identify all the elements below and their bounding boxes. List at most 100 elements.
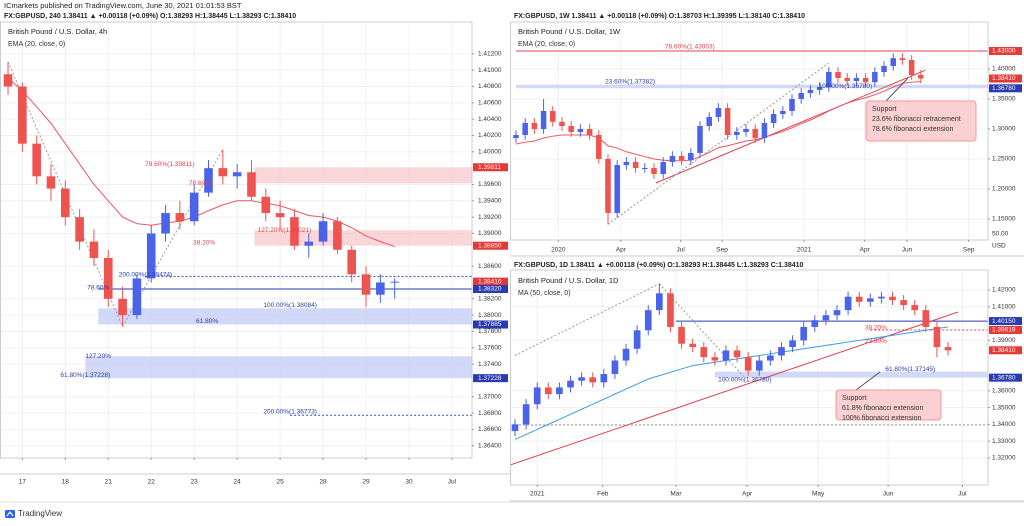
candle-body — [605, 158, 611, 213]
candle-body — [578, 377, 585, 381]
candle-body — [944, 347, 952, 351]
callout-text: Support — [842, 395, 867, 402]
y-tick-label: 1.38000 — [478, 312, 502, 319]
indicator-line — [7, 77, 395, 248]
candle-body — [669, 155, 676, 162]
candle-body — [3, 74, 13, 87]
candle-body — [577, 128, 584, 132]
y-tick-label: 1.39200 — [478, 214, 502, 221]
callout-text: 100% fibonacci extension — [842, 415, 921, 422]
candle-body — [132, 278, 142, 316]
chart-title: British Pound / U.S. Dollar, 4h — [8, 27, 107, 36]
candle-body — [878, 296, 885, 299]
candle-body — [204, 168, 213, 193]
y-tick-label: 1.36800 — [478, 410, 502, 417]
candle-body — [61, 188, 70, 218]
candle-body — [633, 330, 641, 349]
candle-body — [835, 71, 841, 78]
candle-body — [667, 293, 674, 327]
price-label: 1.38320 — [478, 286, 502, 293]
candle-body — [770, 113, 777, 123]
candle-body — [767, 355, 774, 361]
y-tick-label: 1.42000 — [992, 287, 1016, 294]
indicator-line — [515, 81, 921, 162]
candle-body — [844, 296, 852, 311]
chart-title: British Pound / U.S. Dollar, 1W — [518, 27, 621, 36]
candle-body — [798, 92, 804, 99]
price-label: 1.38410 — [478, 278, 502, 285]
y-tick-label: 1.25000 — [992, 156, 1016, 163]
x-tick-label: Sep — [963, 247, 975, 254]
candle-body — [614, 164, 620, 213]
fib-label: 78.60% — [189, 180, 211, 187]
candle-body — [118, 298, 127, 316]
price-label: 1.43000 — [992, 48, 1016, 55]
candle-body — [559, 121, 565, 126]
y-tick-label: 1.39000 — [992, 337, 1016, 344]
y-tick-label: 1.39000 — [478, 230, 502, 237]
candle-body — [922, 310, 930, 327]
price-label: 1.39619 — [992, 327, 1016, 334]
candle-body — [361, 274, 371, 295]
price-label: 1.39811 — [478, 164, 501, 171]
brand[interactable]: TradingView — [18, 509, 62, 518]
candle-body — [623, 161, 630, 165]
price-label-bg — [989, 46, 1022, 55]
candle-body — [700, 347, 708, 358]
trendline — [655, 69, 926, 184]
callout-box — [835, 389, 942, 421]
x-tick-label: 24 — [234, 479, 242, 486]
x-tick-label: 18 — [62, 479, 70, 486]
x-tick-label: 21 — [105, 479, 113, 486]
candle-body — [261, 196, 271, 214]
candle-body — [872, 71, 878, 83]
candle-body — [660, 161, 666, 174]
zone — [515, 84, 988, 89]
y-tick-label: 1.36000 — [992, 387, 1016, 394]
candle-body — [722, 350, 730, 361]
price-label-bg — [473, 284, 508, 293]
trendline — [510, 311, 959, 466]
y-tick-label: 1.33000 — [992, 438, 1016, 445]
x-tick-label: Jul — [677, 247, 686, 254]
zone — [98, 308, 472, 325]
candle-body — [800, 326, 808, 341]
x-tick-label: 23 — [191, 479, 199, 486]
x-tick-label: 30 — [405, 479, 413, 486]
candle-body — [689, 343, 696, 348]
fib-label: 200.00%(1.38474) — [119, 271, 173, 278]
candle-body — [533, 387, 541, 405]
candle-body — [816, 86, 823, 90]
published-line: ICmarkets published on TradingView.com, … — [4, 1, 242, 10]
candle-body — [644, 310, 652, 331]
y-tick-label: 1.39400 — [478, 198, 502, 205]
candle-body — [600, 373, 608, 383]
candle-body — [752, 128, 758, 138]
price-label-bg — [473, 241, 508, 250]
panel-border — [510, 21, 989, 241]
candle-body — [586, 128, 593, 135]
logo — [5, 510, 15, 518]
candle-body — [89, 241, 99, 258]
candle-body — [697, 125, 703, 153]
price-label: 1.38850 — [478, 242, 502, 249]
fib-label: 61.80%(1.37145) — [885, 366, 935, 373]
y-tick-label: 1.37400 — [478, 361, 502, 368]
fib-label: 78.60%(1.43003) — [665, 44, 715, 51]
price-label: 1.40150 — [992, 318, 1016, 325]
candle-body — [46, 176, 56, 189]
y-tick-label: 1.35000 — [992, 404, 1016, 411]
candle-body — [744, 357, 752, 371]
y-tick-label: 1.38600 — [478, 263, 502, 270]
candle-body — [688, 152, 694, 161]
candle-body — [755, 360, 763, 371]
candle-body — [347, 249, 357, 275]
candle-body — [711, 357, 719, 361]
y-tick-label: 1.40800 — [478, 83, 502, 90]
candle-body — [540, 110, 547, 129]
y-tick-label: 1.36600 — [478, 426, 502, 433]
plot: 78.60%(1.39811) 78.60% 127.20%(1.39021) 38.… — [0, 22, 472, 458]
fib-label: 100.00%(1.38084) — [263, 302, 317, 309]
candle-body — [715, 107, 722, 117]
